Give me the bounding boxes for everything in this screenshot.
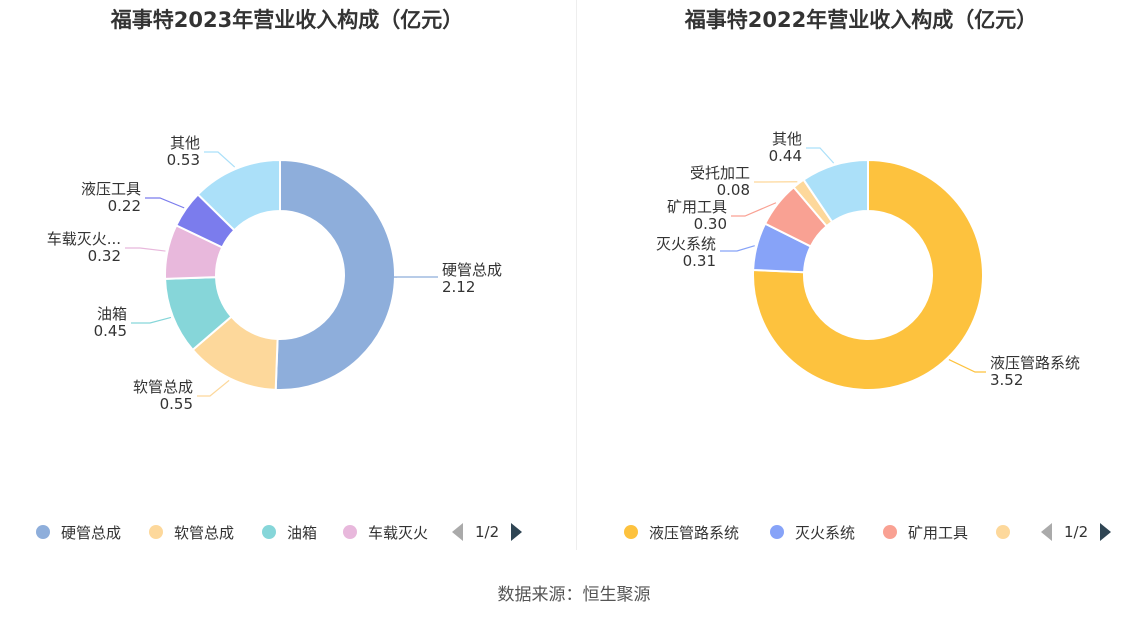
legend-item-hard-pipe[interactable]: 硬管总成 <box>36 518 121 546</box>
pager-text: 1/2 <box>1064 523 1089 541</box>
slice-value-label: 3.52 <box>990 371 1023 389</box>
legend-marker <box>883 525 897 539</box>
leader-line <box>131 316 172 324</box>
legend: 硬管总成 软管总成 油箱 车载灭火 1/2 <box>0 518 574 548</box>
legend-item-fire-system[interactable]: 灭火系统 <box>770 518 855 546</box>
legend-item-tank[interactable]: 油箱 <box>262 518 317 546</box>
slice-value-label: 0.32 <box>88 247 121 265</box>
legend-label: 矿用工具 <box>908 523 969 542</box>
slice-category-label: 灭火系统 <box>656 235 716 253</box>
slice-value-label: 0.08 <box>717 181 750 199</box>
chart-panel-2023: 福事特2023年营业收入构成（亿元） 硬管总成 2.12 软管总成 0.55 油箱 0.4… <box>0 0 574 560</box>
panel-divider <box>576 0 577 550</box>
leader-line <box>204 151 236 168</box>
legend-item-contract[interactable] <box>996 518 1021 546</box>
slice-category-label: 软管总成 <box>133 378 193 396</box>
legend-label: 软管总成 <box>174 523 235 542</box>
legend-marker <box>262 525 276 539</box>
legend-item-hydraulic-system[interactable]: 液压管路系统 <box>624 518 739 546</box>
legend-label: 灭火系统 <box>795 523 856 542</box>
slice-category-label: 其他 <box>170 134 200 152</box>
slice-category-label: 车载灭火... <box>47 230 121 248</box>
legend-marker <box>624 525 638 539</box>
legend-marker <box>36 525 50 539</box>
chart-title: 福事特2023年营业收入构成（亿元） <box>110 8 464 32</box>
legend-item-fire[interactable]: 车载灭火 <box>343 518 428 546</box>
donut-slice[interactable] <box>752 158 984 391</box>
legend-pager: 1/2 <box>1041 518 1112 546</box>
slice-value-label: 0.53 <box>167 151 200 169</box>
data-source: 数据来源：恒生聚源 <box>497 585 651 605</box>
slice-value-label: 0.31 <box>683 252 716 270</box>
slice-value-label: 0.44 <box>769 147 802 165</box>
legend-marker <box>343 525 357 539</box>
leader-line <box>125 247 166 252</box>
slice-category-label: 液压管路系统 <box>990 354 1080 372</box>
leader-line <box>806 147 835 164</box>
slice-category-label: 其他 <box>772 130 802 148</box>
slice-category-label: 受托加工 <box>690 164 750 182</box>
slice-value-label: 2.12 <box>442 278 475 296</box>
slice-category-label: 硬管总成 <box>442 261 502 279</box>
pager-text: 1/2 <box>475 523 500 541</box>
legend-label: 车载灭火 <box>368 523 429 542</box>
next-page-icon[interactable] <box>1100 523 1112 541</box>
slice-value-label: 0.55 <box>160 395 193 413</box>
slice-category-label: 油箱 <box>97 305 127 323</box>
legend-label: 油箱 <box>287 523 318 542</box>
donut-slice[interactable] <box>802 158 869 224</box>
legend-item-hose[interactable]: 软管总成 <box>149 518 234 546</box>
chart-panel-2022: 福事特2022年营业收入构成（亿元） 液压管路系统 3.52 灭火系统 0.31 矿用工… <box>574 0 1148 560</box>
legend-marker <box>770 525 784 539</box>
slice-value-label: 0.45 <box>94 322 127 340</box>
legend-label: 液压管路系统 <box>649 523 740 542</box>
legend: 液压管路系统 灭火系统 矿用工具 1/2 <box>574 518 1148 548</box>
legend-label: 硬管总成 <box>61 523 122 542</box>
prev-page-icon[interactable] <box>1041 523 1052 541</box>
slice-category-label: 液压工具 <box>81 180 141 198</box>
slice-category-label: 矿用工具 <box>667 198 727 216</box>
donut-slice[interactable] <box>196 158 281 232</box>
leader-line <box>145 197 185 209</box>
chart-title: 福事特2022年营业收入构成（亿元） <box>684 8 1038 32</box>
next-page-icon[interactable] <box>511 523 523 541</box>
donut-slice[interactable] <box>274 158 396 391</box>
legend-marker <box>996 525 1010 539</box>
legend-marker <box>149 525 163 539</box>
slice-value-label: 0.22 <box>108 197 141 215</box>
prev-page-icon[interactable] <box>452 523 463 541</box>
leader-line <box>720 245 755 252</box>
leader-line <box>197 379 230 397</box>
legend-pager: 1/2 <box>452 518 523 546</box>
slice-value-label: 0.30 <box>694 215 727 233</box>
legend-item-mining-tool[interactable]: 矿用工具 <box>883 518 968 546</box>
leader-line <box>731 202 777 217</box>
leader-line <box>948 358 986 373</box>
